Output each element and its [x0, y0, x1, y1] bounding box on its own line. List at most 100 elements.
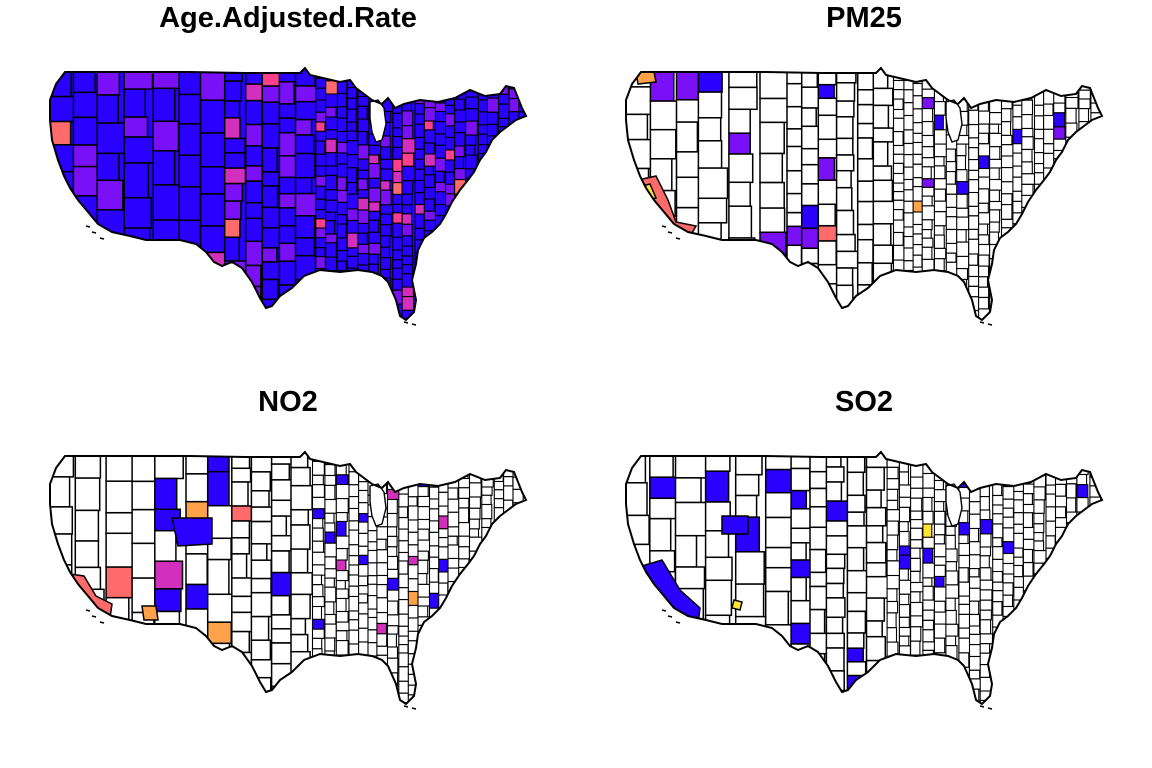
county-cell: [872, 127, 894, 143]
county-cell: [454, 75, 468, 88]
county-cell: [1065, 136, 1076, 152]
county-cell: [800, 107, 817, 128]
county-cell: [294, 85, 318, 103]
county-cell: [508, 68, 521, 80]
county-cell: [493, 689, 508, 704]
county-cell: [261, 68, 282, 87]
county-cell: [922, 536, 935, 549]
county-cell: [992, 654, 1004, 666]
county-cell: [1022, 483, 1035, 495]
county-cell: [380, 246, 390, 259]
county-cell: [206, 558, 230, 596]
county-cell: [311, 564, 327, 576]
county-cell: [956, 68, 967, 81]
county-cell: [649, 247, 676, 276]
county-grid: [626, 68, 1102, 320]
county-cell: [1022, 548, 1034, 564]
county-cell: [1033, 661, 1045, 671]
county-cell: [408, 705, 421, 719]
county-cell: [325, 199, 340, 213]
county-cell: [704, 670, 728, 699]
county-cell: [454, 272, 465, 288]
county-cell: [898, 471, 910, 486]
county-cell: [348, 674, 361, 685]
county-cell: [250, 559, 272, 580]
county-cell: [945, 548, 958, 563]
county-cell: [1103, 481, 1112, 492]
county-cell: [244, 303, 267, 320]
county-cell: [1065, 172, 1079, 183]
county-cell: [367, 452, 380, 462]
county-cell: [454, 295, 468, 310]
county-cell: [872, 141, 889, 167]
county-cell: [325, 80, 339, 95]
county-cell: [508, 167, 521, 181]
county-cell: [468, 585, 481, 597]
county-cell: [380, 168, 394, 182]
county-cell: [945, 463, 959, 477]
county-cell: [1033, 499, 1045, 514]
county-cell: [458, 612, 472, 624]
county-cell: [992, 696, 1005, 704]
county-cell: [1065, 635, 1079, 647]
county-cell: [1076, 484, 1089, 499]
county-cell: [945, 635, 957, 647]
county-cell: [376, 584, 388, 599]
county-cell: [933, 690, 947, 704]
county-cell: [417, 605, 429, 618]
county-cell: [154, 663, 183, 687]
county-cell: [468, 459, 480, 471]
county-cell: [989, 112, 1003, 125]
county-cell: [428, 627, 442, 640]
county-cell: [825, 500, 849, 522]
county-cell: [414, 179, 426, 194]
county-cell: [223, 182, 244, 202]
county-cell: [945, 286, 960, 299]
county-cell: [865, 506, 887, 527]
county-cell: [357, 285, 369, 296]
county-cell: [1033, 587, 1046, 604]
county-cell: [886, 612, 897, 629]
county-cell: [380, 84, 391, 98]
county-cell: [1090, 121, 1102, 137]
county-cell: [846, 494, 866, 513]
county-cell: [933, 637, 946, 654]
county-cell: [508, 246, 521, 258]
county-cell: [704, 614, 731, 643]
county-cell: [1033, 693, 1045, 704]
county-cell: [910, 476, 925, 489]
county-cell: [503, 679, 515, 693]
county-cell: [956, 216, 970, 231]
county-cell: [1022, 562, 1034, 577]
county-cell: [335, 588, 349, 600]
county-cell: [512, 561, 526, 575]
county-cell: [1054, 681, 1068, 694]
county-cell: [1101, 219, 1102, 235]
county-cell: [1065, 254, 1079, 270]
county-cell: [1076, 641, 1090, 654]
county-cell: [675, 151, 701, 179]
county-cell: [398, 506, 409, 519]
county-cell: [898, 554, 913, 570]
island: [411, 707, 417, 710]
county-cell: [335, 520, 347, 537]
county-cell: [325, 256, 338, 272]
county-cell: [486, 75, 498, 86]
county-cell: [434, 170, 445, 183]
county-cell: [358, 613, 369, 629]
county-cell: [1090, 299, 1102, 312]
county-cell: [380, 257, 392, 270]
county-cell: [1033, 649, 1047, 663]
county-cell: [508, 312, 521, 320]
county-cell: [697, 281, 721, 318]
county-cell: [1103, 578, 1116, 591]
county-cell: [447, 452, 460, 460]
county-cell: [50, 274, 75, 310]
county-cell: [649, 691, 676, 704]
county-cell: [1089, 700, 1102, 704]
county-cell: [912, 293, 925, 308]
county-cell: [800, 277, 823, 301]
county-cell: [835, 82, 856, 102]
county-cell: [348, 520, 360, 531]
county-cell: [454, 98, 465, 111]
